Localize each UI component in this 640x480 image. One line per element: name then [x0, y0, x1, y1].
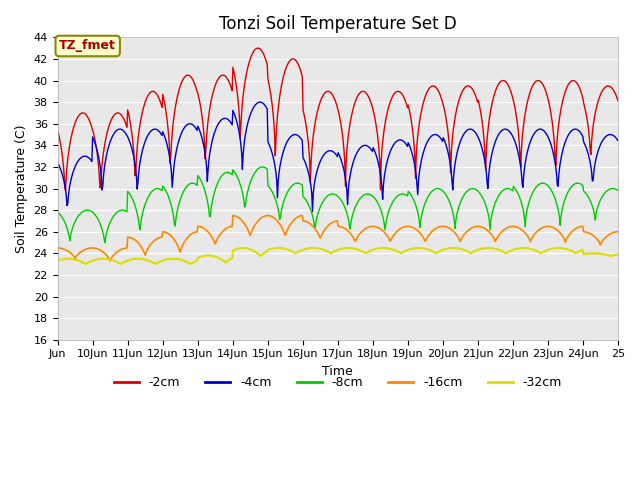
- -16cm: [252, 221, 259, 227]
- -8cm: [273, 201, 280, 206]
- -4cm: [308, 209, 316, 215]
- -8cm: [259, 164, 266, 170]
- -16cm: [273, 217, 280, 223]
- -16cm: [614, 229, 622, 235]
- X-axis label: Time: Time: [323, 365, 353, 378]
- -8cm: [614, 188, 622, 193]
- -8cm: [54, 209, 61, 215]
- -32cm: [120, 260, 127, 265]
- -16cm: [54, 245, 61, 251]
- -16cm: [120, 245, 128, 251]
- -4cm: [614, 138, 622, 144]
- Line: -4cm: -4cm: [58, 102, 618, 212]
- Line: -2cm: -2cm: [58, 48, 618, 191]
- -2cm: [614, 98, 622, 104]
- Line: -8cm: -8cm: [58, 167, 618, 243]
- -8cm: [101, 240, 109, 246]
- -32cm: [187, 261, 195, 267]
- -32cm: [272, 245, 280, 251]
- -2cm: [120, 117, 128, 122]
- -4cm: [250, 104, 258, 109]
- -2cm: [54, 127, 61, 133]
- -32cm: [275, 245, 282, 251]
- -32cm: [223, 258, 231, 264]
- -16cm: [223, 225, 231, 231]
- -4cm: [397, 137, 404, 143]
- Line: -32cm: -32cm: [58, 248, 618, 264]
- Y-axis label: Soil Temperature (C): Soil Temperature (C): [15, 124, 28, 253]
- -4cm: [223, 116, 230, 121]
- -2cm: [61, 188, 69, 193]
- -16cm: [229, 213, 237, 218]
- -2cm: [273, 122, 280, 128]
- -32cm: [54, 258, 61, 264]
- -32cm: [397, 250, 404, 256]
- -4cm: [429, 132, 436, 138]
- -16cm: [106, 258, 114, 264]
- -2cm: [397, 90, 404, 96]
- -8cm: [251, 170, 259, 176]
- Text: TZ_fmet: TZ_fmet: [60, 39, 116, 52]
- -32cm: [429, 249, 436, 254]
- -4cm: [54, 160, 61, 166]
- -32cm: [251, 249, 259, 254]
- -16cm: [429, 228, 436, 234]
- -4cm: [256, 99, 264, 105]
- -8cm: [397, 191, 404, 197]
- -4cm: [120, 128, 127, 133]
- -2cm: [251, 47, 259, 53]
- -2cm: [223, 75, 231, 81]
- -32cm: [614, 252, 622, 257]
- -8cm: [120, 207, 128, 213]
- -4cm: [272, 170, 280, 176]
- Legend: -2cm, -4cm, -8cm, -16cm, -32cm: -2cm, -4cm, -8cm, -16cm, -32cm: [109, 371, 567, 394]
- -2cm: [254, 45, 262, 51]
- Line: -16cm: -16cm: [58, 216, 618, 261]
- -16cm: [397, 226, 404, 231]
- -8cm: [429, 188, 436, 194]
- -2cm: [429, 83, 436, 89]
- -8cm: [223, 169, 231, 175]
- Title: Tonzi Soil Temperature Set D: Tonzi Soil Temperature Set D: [219, 15, 456, 33]
